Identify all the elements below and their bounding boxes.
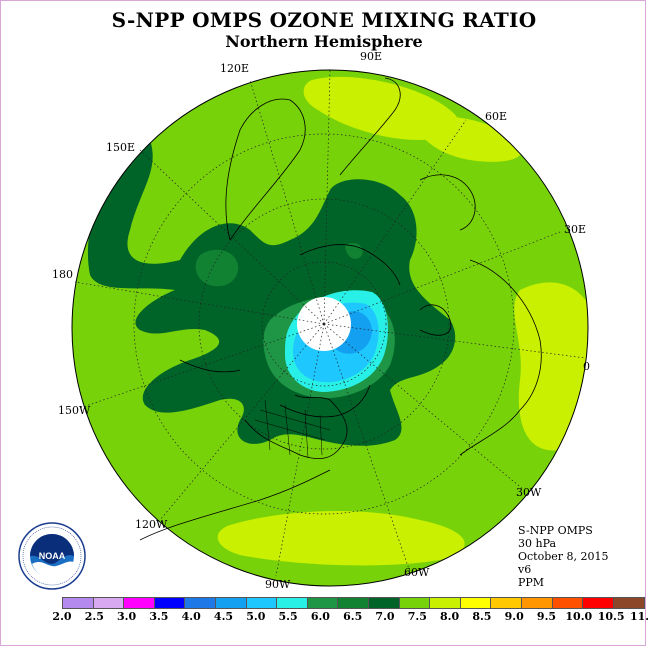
map-border [71, 69, 589, 587]
colorbar-cell [552, 598, 584, 608]
map-subtitle: Northern Hemisphere [225, 32, 423, 51]
field-6.5-a [195, 249, 239, 287]
logo-text: NOAA [39, 551, 66, 561]
colorbar-cell [491, 598, 522, 608]
colorbar-tick-label: 3.0 [117, 610, 137, 623]
info-level: 30 hPa [518, 537, 557, 550]
state-boundaries [254, 399, 331, 459]
info-version: v6 [518, 563, 532, 576]
info-instrument: S-NPP OMPS [518, 524, 593, 537]
colorbar-tick-label: 6.0 [310, 610, 330, 623]
colorbar-tick-label: 6.5 [343, 610, 363, 623]
colorbar-tick-label: 2.5 [84, 610, 104, 623]
colorbar-tick-label: 8.0 [440, 610, 460, 623]
colorbar-tick-label: 3.5 [149, 610, 169, 623]
colorbar-tick-label: 9.5 [536, 610, 557, 623]
colorbar-cell [246, 598, 278, 608]
colorbar-cell [63, 598, 94, 608]
colorbar-cell [368, 598, 400, 608]
colorbar-cell [185, 598, 216, 608]
colorbar-cell [124, 598, 155, 608]
colorbar-tick-label: 5.0 [246, 610, 266, 623]
colorbar-cell [460, 598, 492, 608]
coastlines [139, 77, 542, 541]
lon-label-90e: 90E [360, 50, 383, 63]
info-block: S-NPP OMPS 30 hPa October 8, 2015 v6 PPM [518, 524, 609, 589]
colorbar-tick-label: 4.0 [181, 610, 201, 623]
colorbar-ticks: 2.0 2.5 3.0 3.5 4.0 4.5 5.0 5.5 6.0 6.5 7.0 7.5 8.0 8… [50, 610, 648, 624]
map-title: S-NPP OMPS OZONE MIXING RATIO [111, 8, 537, 32]
lon-label-120w: 120W [135, 518, 168, 531]
colorbar-cell [307, 598, 339, 608]
info-date: October 8, 2015 [518, 550, 609, 563]
lon-label-60e: 60E [485, 110, 508, 123]
colorbar-cell [430, 598, 461, 608]
colorbar [62, 597, 646, 609]
lon-label-90w: 90W [265, 578, 291, 591]
lon-label-60w: 60W [404, 566, 430, 579]
lon-label-30w: 30W [516, 486, 542, 499]
colorbar-tick-label: 10.0 [565, 610, 593, 623]
colorbar-tick-label: 9.0 [504, 610, 524, 623]
lon-label-0: 0 [583, 360, 590, 373]
colorbar-cell [521, 598, 553, 608]
noaa-logo: NOAA [18, 522, 86, 590]
colorbar-tick-label: 4.5 [213, 610, 234, 623]
lon-label-120e: 120E [220, 62, 250, 75]
colorbar-cell [277, 598, 308, 608]
graticule [74, 69, 586, 577]
colorbar-tick-label: 5.5 [278, 610, 298, 623]
info-units: PPM [518, 576, 545, 589]
colorbar-tick-label: 7.0 [375, 610, 395, 623]
lon-label-150w: 150W [58, 404, 91, 417]
colorbar-cell [613, 598, 645, 608]
colorbar-cell [215, 598, 247, 608]
colorbar-cell [93, 598, 125, 608]
colorbar-cell [399, 598, 431, 608]
colorbar-cell [154, 598, 186, 608]
colorbar-tick-label: 2.0 [52, 610, 72, 623]
colorbar-tick-label: 10.5 [597, 610, 625, 623]
lon-label-150e: 150E [106, 141, 136, 154]
lon-label-30e: 30E [564, 223, 587, 236]
lon-label-180: 180 [52, 268, 73, 281]
colorbar-tick-label: 11.0 [629, 610, 648, 623]
colorbar-cell [338, 598, 369, 608]
colorbar-tick-label: 7.5 [407, 610, 427, 623]
ozone-field [72, 70, 588, 586]
colorbar-tick-label: 8.5 [472, 610, 492, 623]
colorbar-cell [583, 598, 614, 608]
